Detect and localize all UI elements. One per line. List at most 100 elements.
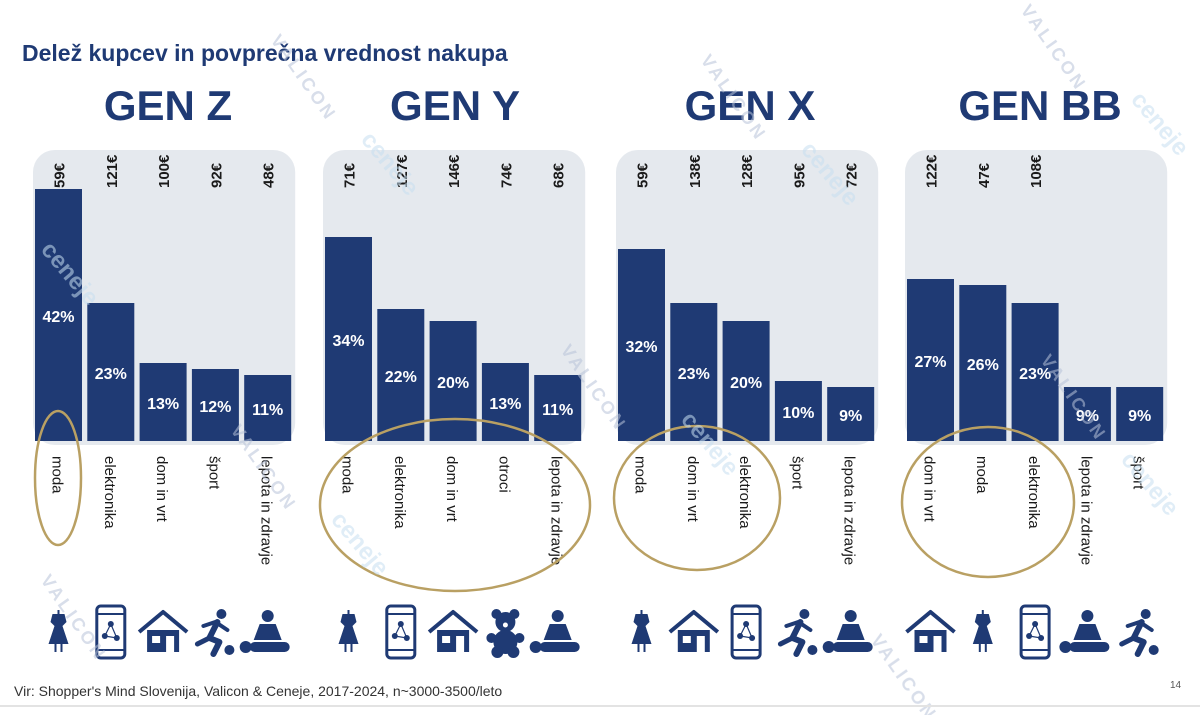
value-label: 20%	[437, 375, 469, 392]
value-label: 23%	[95, 366, 127, 383]
average-purchase-label: 59€	[635, 162, 652, 188]
highlight-ellipse	[900, 425, 1076, 579]
category-label: moda	[632, 456, 649, 494]
runner-icon	[777, 609, 818, 657]
value-label: 12%	[199, 399, 231, 416]
house-icon	[427, 610, 479, 652]
average-purchase-label: 95€	[791, 162, 808, 188]
bar	[481, 363, 529, 441]
bar	[325, 237, 372, 441]
category-label: elektronika	[1025, 456, 1042, 529]
category-label: dom in vrt	[443, 456, 460, 523]
massage-icon	[529, 610, 580, 653]
average-purchase-label: 71€	[342, 162, 359, 188]
average-purchase-label: 74€	[498, 162, 515, 188]
valicon-watermark: VALICON	[267, 31, 341, 125]
generation-title: GEN BB	[958, 82, 1121, 129]
highlight-ellipse	[612, 424, 782, 572]
category-label: elektronika	[391, 456, 408, 529]
category-label: šport	[788, 456, 805, 490]
chart-panel: GEN X 32% 59€ moda 23% 138€ dom in vrt 20% 128€ e…	[612, 82, 879, 660]
category-label: elektronika	[101, 456, 118, 529]
average-purchase-label: 68€	[551, 162, 568, 188]
bar	[774, 381, 822, 441]
value-label: 11%	[542, 402, 573, 419]
smartphone-icon	[385, 604, 417, 660]
house-icon	[668, 610, 720, 652]
category-label: moda	[973, 456, 990, 494]
bar	[534, 375, 582, 441]
value-label: 23%	[678, 366, 710, 383]
category-label: moda	[49, 456, 66, 494]
ceneje-watermark: ceneje	[1125, 87, 1194, 162]
massage-icon	[1059, 610, 1110, 653]
category-label: lepota in zdravje	[258, 456, 275, 565]
value-label: 42%	[42, 309, 74, 326]
house-icon	[905, 610, 956, 652]
value-label: 23%	[1019, 366, 1051, 383]
bar	[35, 189, 82, 441]
average-purchase-label: 138€	[687, 154, 704, 188]
category-label: dom in vrt	[921, 456, 938, 523]
average-purchase-label: 92€	[208, 162, 225, 188]
average-purchase-label: 121€	[104, 154, 121, 188]
category-label: lepota in zdravje	[841, 456, 858, 565]
generation-title: GEN Y	[390, 82, 520, 129]
chart-panel: GEN Y 34% 71€ moda 22% 127€ elektronika 20% 146€…	[318, 82, 592, 660]
category-label: elektronika	[736, 456, 753, 529]
bar	[1063, 387, 1111, 441]
value-label: 34%	[332, 333, 364, 350]
category-label: šport	[1130, 456, 1147, 490]
category-label: otroci	[495, 456, 512, 493]
chart-panel: GEN Z 42% 59€ moda 23% 121€ elektronika 13% 100€…	[33, 82, 296, 660]
value-label: 9%	[1076, 408, 1099, 425]
average-purchase-label: 127€	[394, 154, 411, 188]
runner-icon	[1119, 609, 1159, 657]
value-label: 22%	[385, 369, 417, 386]
value-label: 9%	[1128, 408, 1151, 425]
smartphone-icon	[1019, 604, 1051, 660]
value-label: 13%	[489, 396, 521, 413]
average-purchase-label: 59€	[52, 162, 69, 188]
bar	[670, 303, 718, 441]
value-label: 26%	[967, 357, 999, 374]
smartphone-icon	[95, 604, 127, 660]
bar	[87, 303, 135, 441]
bar	[377, 309, 425, 441]
average-purchase-label: 108€	[1028, 154, 1045, 188]
bar	[907, 279, 954, 441]
footer-divider	[0, 705, 1200, 707]
slide-title: Delež kupcev in povprečna vrednost nakup…	[22, 40, 508, 66]
bar	[722, 321, 770, 441]
bar	[139, 363, 187, 441]
bar	[191, 369, 239, 441]
category-label: dom in vrt	[684, 456, 701, 523]
category-label: lepota in zdravje	[1077, 456, 1094, 565]
category-label: lepota in zdravje	[548, 456, 565, 565]
highlight-ellipse	[33, 409, 83, 547]
teddy-bear-icon	[486, 609, 525, 658]
dress-icon	[972, 610, 993, 652]
bar	[244, 375, 292, 441]
dress-icon	[338, 610, 359, 652]
bar	[429, 321, 477, 441]
house-icon	[137, 610, 189, 652]
average-purchase-label: 48€	[261, 162, 278, 188]
bar	[1011, 303, 1059, 441]
page-number: 14	[1170, 680, 1182, 691]
valicon-watermark: VALICON	[1017, 1, 1091, 95]
dress-icon	[48, 610, 69, 652]
highlight-ellipse	[318, 417, 592, 593]
value-label: 27%	[914, 354, 946, 371]
category-label: moda	[339, 456, 356, 494]
runner-icon	[194, 609, 235, 657]
bar	[959, 285, 1007, 441]
chart-panel: GEN BB 27% 122€ dom in vrt 26% 47€ moda 23% 108€…	[900, 82, 1168, 660]
category-label: dom in vrt	[153, 456, 170, 523]
bar	[1116, 387, 1164, 441]
ceneje-watermark: ceneje	[1115, 447, 1184, 522]
source-footer: Vir: Shopper's Mind Slovenija, Valicon &…	[14, 683, 503, 699]
average-purchase-label: 146€	[446, 154, 463, 188]
